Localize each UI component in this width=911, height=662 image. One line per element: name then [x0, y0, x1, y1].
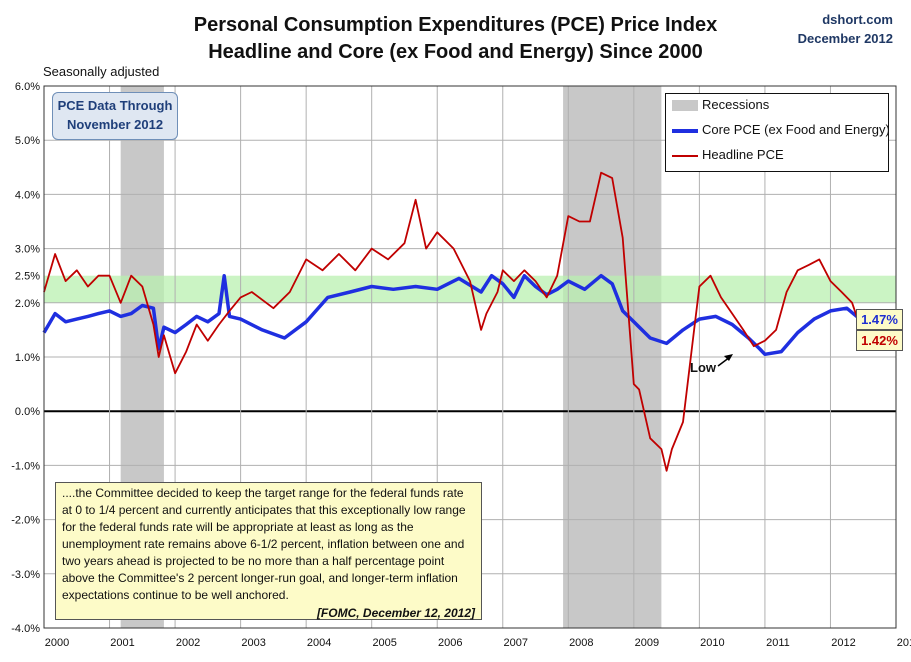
target-band-label-high: 2.5% [15, 271, 40, 283]
x-tick-label: 2012 [831, 637, 855, 649]
y-tick-label: 4.0% [15, 189, 40, 201]
legend-item-core: Core PCE (ex Food and Energy) [672, 120, 890, 140]
x-tick-label: 2001 [110, 637, 134, 649]
x-tick-label: 2002 [176, 637, 200, 649]
x-tick-label: 2009 [635, 637, 659, 649]
source-name: dshort.com [822, 12, 893, 27]
y-tick-label: -4.0% [11, 623, 40, 635]
title-line-2: Headline and Core (ex Food and Energy) S… [208, 41, 703, 63]
x-tick-label: 2006 [438, 637, 462, 649]
headline-swatch [672, 154, 698, 157]
headline-pce-line [43, 171, 892, 472]
y-tick-label: 5.0% [15, 135, 40, 147]
seasonal-note: Seasonally adjusted [43, 64, 160, 79]
latest-headline-value: 1.42% [856, 330, 903, 351]
x-tick-label: 2007 [504, 637, 528, 649]
source-credit: dshort.com December 2012 [798, 10, 893, 48]
core-pce-line [42, 273, 892, 357]
legend-item-headline: Headline PCE [672, 145, 784, 165]
x-tick-label: 2008 [569, 637, 593, 649]
y-tick-label: 1.0% [15, 352, 40, 364]
fomc-quote-box: ....the Committee decided to keep the ta… [55, 482, 482, 620]
legend-label-core: Core PCE (ex Food and Energy) [702, 122, 890, 137]
legend: Recessions Core PCE (ex Food and Energy)… [665, 93, 890, 172]
y-tick-label: 0.0% [15, 406, 40, 418]
y-tick-label: 6.0% [15, 81, 40, 93]
legend-item-recessions: Recessions [672, 95, 769, 115]
low-annotation: Low [690, 360, 716, 375]
plot-frame [43, 85, 897, 629]
y-tick-label: 2.0% [15, 298, 40, 310]
y-tick-label: 3.0% [15, 244, 40, 256]
core-swatch [672, 128, 698, 133]
fomc-quote-text: ....the Committee decided to keep the ta… [62, 486, 466, 602]
x-tick-label: 2000 [45, 637, 69, 649]
source-date: December 2012 [797, 31, 893, 46]
data-through-box: PCE Data Through November 2012 [52, 92, 178, 140]
data-through-line-2: November 2012 [66, 117, 164, 132]
chart-title: Personal Consumption Expenditures (PCE) … [0, 12, 911, 66]
x-tick-label: 2011 [766, 637, 790, 649]
x-tick-label: 2004 [307, 637, 331, 649]
recession-swatch [672, 100, 698, 112]
x-tick-label: 2010 [700, 637, 724, 649]
legend-label-recessions: Recessions [702, 97, 770, 112]
y-tick-label: -2.0% [11, 515, 40, 527]
y-tick-label: -1.0% [11, 460, 40, 472]
fomc-quote-source: [FOMC, December 12, 2012] [316, 606, 475, 620]
data-through-line-1: PCE Data Through [57, 98, 173, 113]
y-tick-label: -3.0% [11, 569, 40, 581]
legend-label-headline: Headline PCE [702, 147, 784, 162]
low-arrow-head [724, 354, 733, 361]
x-tick-label: 2005 [372, 637, 396, 649]
x-tick-label: 2003 [241, 637, 265, 649]
title-line-1: Personal Consumption Expenditures (PCE) … [193, 14, 718, 36]
latest-core-value: 1.47% [856, 309, 903, 330]
x-tick-label: 2013 [897, 637, 911, 649]
